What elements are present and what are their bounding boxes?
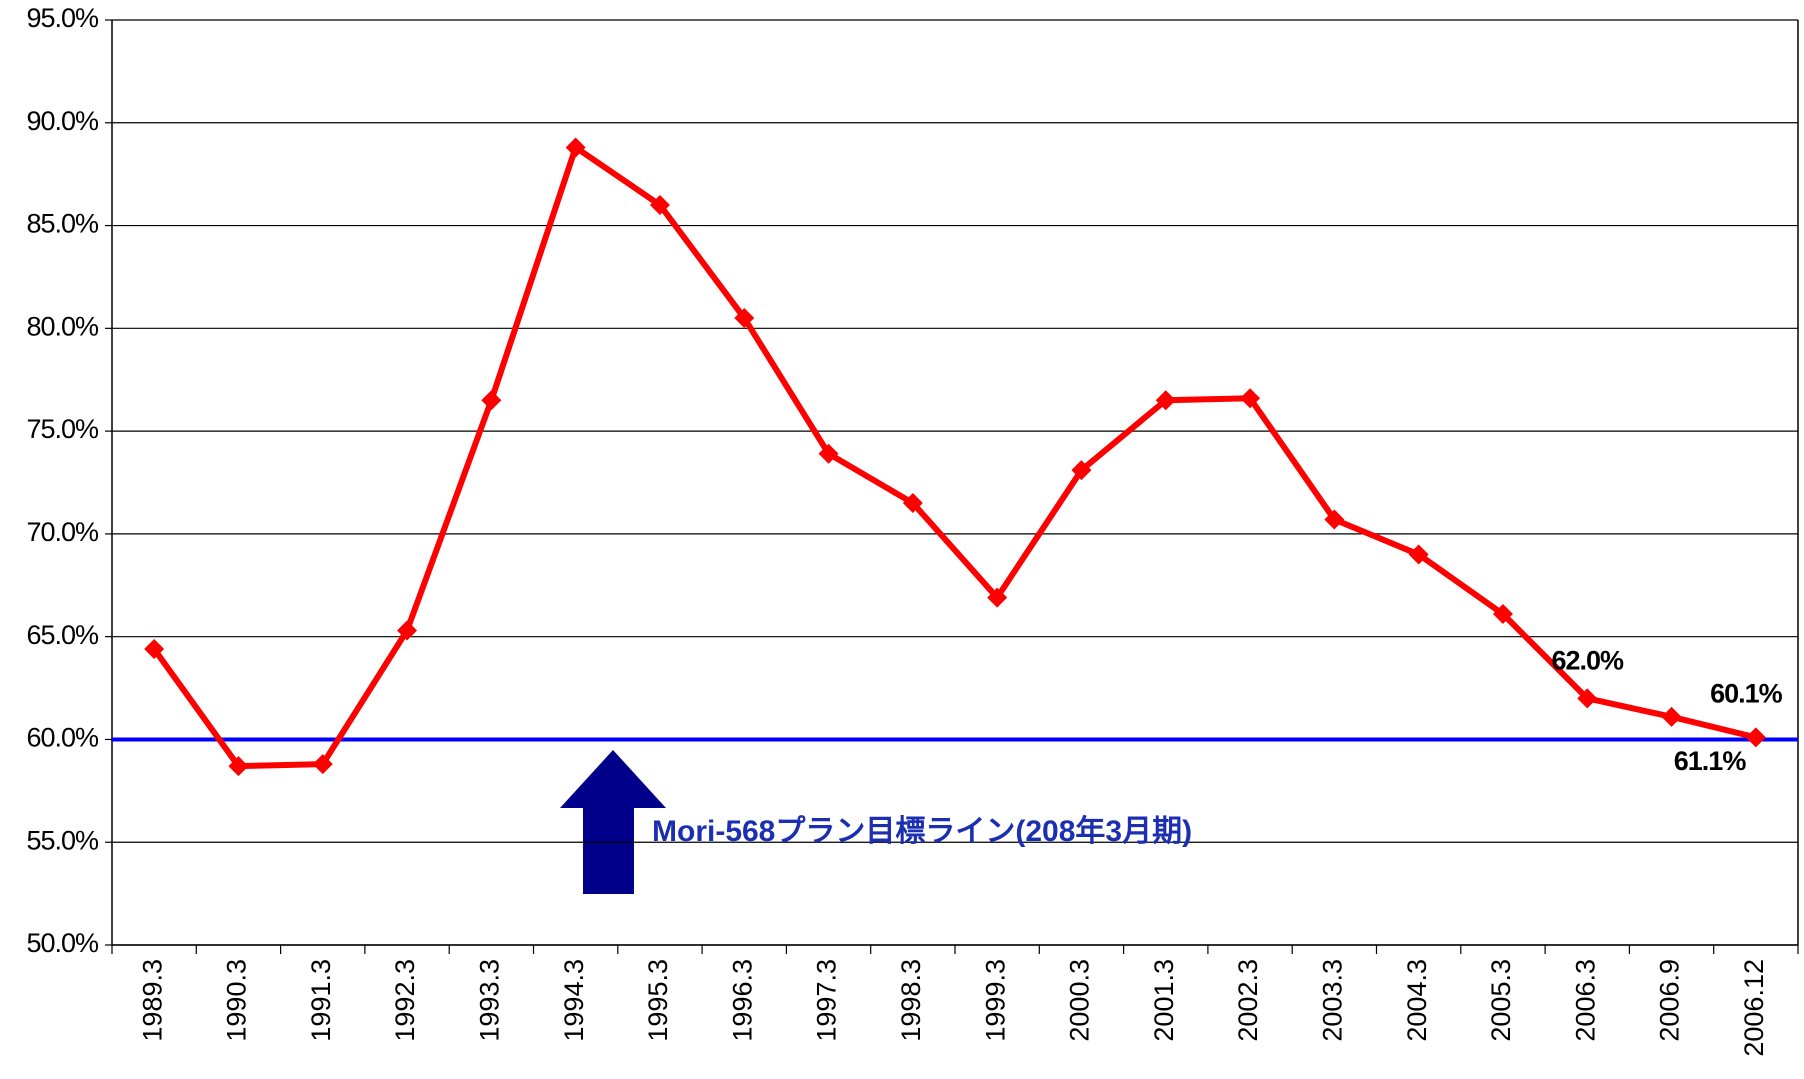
- point-marker: [228, 756, 249, 777]
- x-tick-label: 1991.3: [306, 959, 336, 1042]
- point-marker: [987, 587, 1008, 608]
- x-tick-label: 1994.3: [559, 959, 589, 1042]
- point-marker: [1577, 688, 1598, 709]
- point-marker: [1071, 460, 1092, 481]
- x-tick-label: 2002.3: [1233, 959, 1263, 1042]
- point-marker: [818, 443, 839, 464]
- y-tick-label: 75.0%: [26, 414, 99, 444]
- point-marker: [1240, 388, 1261, 409]
- x-tick-label: 2006.3: [1570, 959, 1600, 1042]
- x-tick-label: 1992.3: [390, 959, 420, 1042]
- x-tick-label: 1996.3: [727, 959, 757, 1042]
- x-tick-label: 2003.3: [1317, 959, 1347, 1042]
- x-tick-label: 1993.3: [474, 959, 504, 1042]
- y-tick-label: 80.0%: [26, 311, 99, 341]
- y-tick-label: 90.0%: [26, 106, 99, 136]
- x-tick-label: 1999.3: [980, 959, 1010, 1042]
- y-tick-label: 95.0%: [26, 3, 99, 33]
- point-marker: [1155, 390, 1176, 411]
- y-tick-label: 60.0%: [26, 723, 99, 753]
- point-marker: [902, 493, 923, 514]
- x-tick-label: 1990.3: [222, 959, 252, 1042]
- x-tick-label: 2006.9: [1655, 959, 1685, 1042]
- target-label: Mori-568プラン目標ライン(208年3月期): [652, 815, 1192, 848]
- y-tick-label: 70.0%: [26, 517, 99, 547]
- x-tick-label: 2006.12: [1739, 959, 1769, 1057]
- x-tick-label: 1989.3: [137, 959, 167, 1042]
- point-marker: [481, 390, 502, 411]
- point-marker: [565, 137, 586, 158]
- point-marker: [1324, 509, 1345, 530]
- y-tick-label: 50.0%: [26, 928, 99, 958]
- x-tick-label: 1998.3: [896, 959, 926, 1042]
- data-label: 62.0%: [1551, 645, 1624, 675]
- series-line: [151, 144, 1757, 770]
- x-tick-label: 1997.3: [812, 959, 842, 1042]
- point-marker: [1408, 544, 1429, 565]
- point-marker: [1745, 727, 1766, 748]
- x-tick-label: 2000.3: [1065, 959, 1095, 1042]
- x-tick-label: 2004.3: [1402, 959, 1432, 1042]
- y-tick-label: 65.0%: [26, 620, 99, 650]
- point-marker: [1661, 706, 1682, 727]
- data-label: 61.1%: [1674, 746, 1747, 776]
- data-label: 60.1%: [1710, 679, 1783, 709]
- point-marker: [649, 195, 670, 215]
- x-tick-label: 1995.3: [643, 959, 673, 1042]
- y-tick-label: 85.0%: [26, 209, 99, 239]
- y-tick-label: 55.0%: [26, 825, 99, 855]
- point-marker: [144, 639, 165, 659]
- point-marker: [312, 754, 333, 775]
- point-marker: [1492, 604, 1513, 625]
- target-arrow: [560, 750, 666, 894]
- x-tick-label: 2001.3: [1149, 959, 1179, 1042]
- point-marker: [734, 308, 755, 329]
- x-tick-label: 2005.3: [1486, 959, 1516, 1042]
- point-marker: [397, 620, 418, 641]
